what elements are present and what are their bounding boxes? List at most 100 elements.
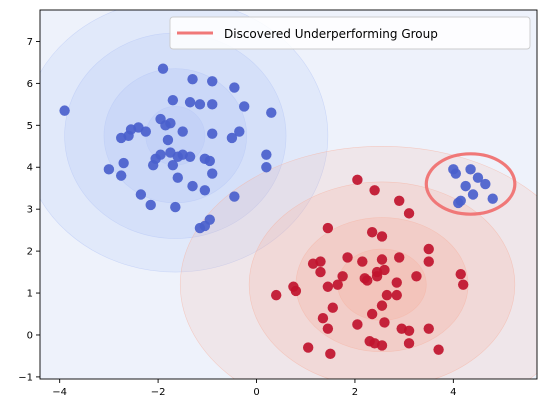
x-axis-ticks: −4 −2 0 2 4 xyxy=(52,379,457,398)
point-0-40 xyxy=(172,172,183,183)
plot-frame xyxy=(39,9,538,380)
point-1-17 xyxy=(379,264,390,276)
point-1-37 xyxy=(352,319,363,330)
point-1-26 xyxy=(322,281,334,292)
density-level-1-1 xyxy=(248,181,516,379)
highlight-ellipse-layer xyxy=(424,152,517,216)
point-2-1 xyxy=(450,168,462,179)
point-1-4 xyxy=(322,222,334,234)
point-1-46 xyxy=(403,338,415,349)
point-1-2 xyxy=(394,195,405,206)
point-0-37 xyxy=(103,164,115,175)
point-1-23 xyxy=(457,279,469,290)
point-1-10 xyxy=(357,256,368,267)
y-axis-ticks: −1 0 1 2 3 4 5 6 7 xyxy=(18,37,40,383)
x-tick-label-2: 0 xyxy=(253,387,259,398)
x-tick-label-3: 2 xyxy=(352,387,358,398)
point-2-3 xyxy=(472,172,484,183)
point-1-41 xyxy=(423,323,434,334)
y-tick-label-2: 1 xyxy=(27,289,33,300)
point-1-25 xyxy=(290,285,302,297)
point-0-19 xyxy=(115,132,127,144)
y-tick-label-1: 0 xyxy=(27,330,33,341)
point-0-35 xyxy=(261,149,272,160)
point-2-9 xyxy=(487,193,498,204)
point-1-48 xyxy=(302,342,314,353)
y-tick-label-5: 4 xyxy=(27,163,33,174)
y-tick-label-8: 7 xyxy=(27,37,33,48)
point-0-17 xyxy=(177,126,188,137)
point-1-28 xyxy=(391,277,402,288)
point-0-41 xyxy=(187,180,198,192)
point-1-42 xyxy=(322,323,334,334)
point-0-0 xyxy=(59,105,70,116)
point-1-15 xyxy=(315,266,326,278)
point-1-30 xyxy=(270,289,282,301)
point-0-22 xyxy=(226,132,238,144)
y-tick-label-4: 3 xyxy=(27,205,33,216)
point-2-8 xyxy=(453,197,464,209)
point-1-0 xyxy=(352,174,363,186)
legend-box xyxy=(169,16,531,50)
legend-label: Discovered Underperforming Group xyxy=(224,27,438,41)
point-0-39 xyxy=(115,170,127,181)
point-1-9 xyxy=(342,252,353,263)
point-0-43 xyxy=(135,189,147,200)
y-tick-label-7: 6 xyxy=(27,79,33,90)
point-1-20 xyxy=(371,271,383,282)
y-tick-label-3: 2 xyxy=(27,247,33,258)
point-0-4 xyxy=(229,82,240,93)
point-0-38 xyxy=(207,168,218,179)
point-2-4 xyxy=(480,178,491,190)
point-0-49 xyxy=(194,222,206,234)
point-1-36 xyxy=(317,312,329,324)
point-1-5 xyxy=(366,227,378,238)
point-1-7 xyxy=(423,243,434,255)
point-1-27 xyxy=(362,275,373,286)
point-0-45 xyxy=(145,199,156,211)
point-0-31 xyxy=(204,155,215,167)
legend: Discovered Underperforming Group xyxy=(169,16,531,50)
x-tick-label-4: 4 xyxy=(450,387,456,398)
point-1-32 xyxy=(391,289,402,301)
point-1-38 xyxy=(379,317,390,328)
point-1-33 xyxy=(327,302,338,313)
point-0-32 xyxy=(118,157,129,169)
point-1-6 xyxy=(376,231,388,242)
point-0-46 xyxy=(170,201,181,213)
y-tick-label-6: 5 xyxy=(27,121,33,132)
point-0-16 xyxy=(140,126,151,137)
point-0-1 xyxy=(157,63,169,74)
point-0-36 xyxy=(261,162,272,173)
x-tick-label-1: −2 xyxy=(151,387,166,398)
point-0-8 xyxy=(207,99,218,110)
point-0-33 xyxy=(147,159,159,171)
point-0-34 xyxy=(167,159,179,171)
point-1-1 xyxy=(369,185,380,196)
y-tick-label-0: −1 xyxy=(18,372,33,383)
point-1-3 xyxy=(403,208,415,219)
point-1-22 xyxy=(455,268,466,280)
x-tick-label-0: −4 xyxy=(52,387,67,398)
point-0-23 xyxy=(162,134,174,146)
point-0-5 xyxy=(167,94,179,106)
point-0-6 xyxy=(184,97,196,108)
plot-background xyxy=(40,10,537,379)
data-points xyxy=(59,63,498,360)
point-1-12 xyxy=(394,252,405,263)
point-1-34 xyxy=(376,300,388,311)
point-1-29 xyxy=(332,279,343,290)
point-1-11 xyxy=(376,254,388,265)
point-1-14 xyxy=(307,258,319,269)
point-0-2 xyxy=(187,73,198,85)
point-0-9 xyxy=(239,101,250,112)
point-2-6 xyxy=(467,189,479,200)
point-1-21 xyxy=(411,271,422,282)
point-0-29 xyxy=(184,151,196,162)
point-1-35 xyxy=(366,308,378,320)
point-1-47 xyxy=(433,344,444,355)
point-1-49 xyxy=(325,348,336,360)
point-0-3 xyxy=(207,76,218,87)
point-0-20 xyxy=(207,128,218,139)
